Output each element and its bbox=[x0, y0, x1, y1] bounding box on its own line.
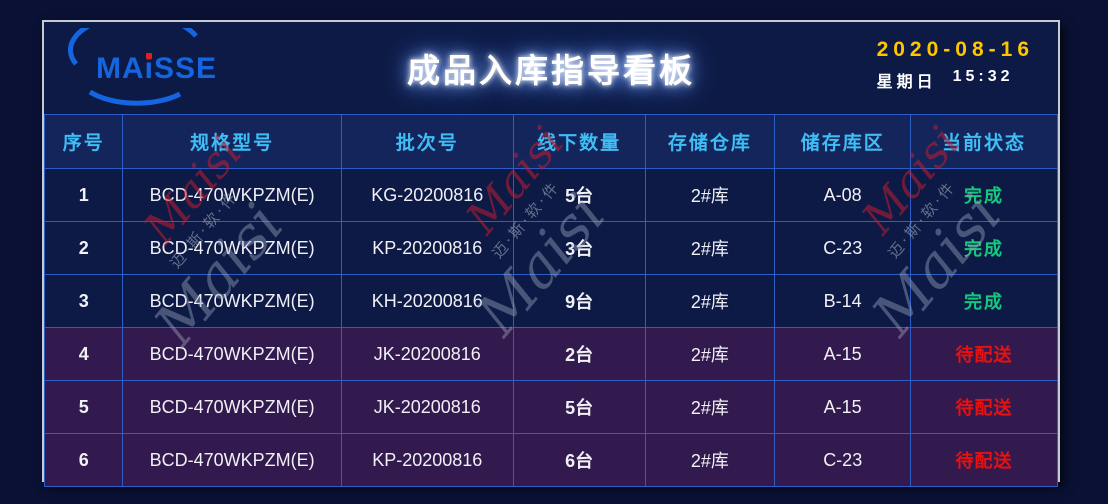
date-subline: 星期日 15:32 bbox=[877, 68, 1034, 92]
table-header-row: 序号 规格型号 批次号 线下数量 存储仓库 储存库区 当前状态 bbox=[43, 114, 1058, 169]
cell-area: B-14 bbox=[774, 274, 912, 328]
cell-area: A-08 bbox=[774, 168, 912, 222]
cell-model: BCD-470WKPZM(E) bbox=[122, 380, 342, 434]
logo-part1: MA bbox=[96, 52, 145, 85]
cell-qty: 2台 bbox=[512, 327, 646, 381]
cell-no: 5 bbox=[43, 380, 124, 434]
cell-batch: KG-20200816 bbox=[340, 168, 514, 222]
table-row: 3 BCD-470WKPZM(E) KH-20200816 9台 2#库 B-14 完成 bbox=[43, 274, 1058, 328]
cell-warehouse: 2#库 bbox=[644, 168, 776, 222]
cell-status: 待配送 bbox=[910, 380, 1058, 434]
table-row: 2 BCD-470WKPZM(E) KP-20200816 3台 2#库 C-23 完成 bbox=[43, 221, 1058, 275]
logo-part-i: i bbox=[144, 52, 154, 85]
cell-status: 待配送 bbox=[910, 327, 1058, 381]
cell-no: 4 bbox=[43, 327, 124, 381]
cell-batch: JK-20200816 bbox=[340, 327, 514, 381]
table-row: 4 BCD-470WKPZM(E) JK-20200816 2台 2#库 A-15 待配送 bbox=[43, 327, 1058, 381]
cell-no: 3 bbox=[43, 274, 124, 328]
cell-status: 完成 bbox=[910, 168, 1058, 222]
cell-no: 6 bbox=[43, 433, 124, 487]
logo-arcs bbox=[68, 28, 198, 106]
dashboard-panel: MAiSSE 成品入库指导看板 2020-08-16 星期日 15:32 序号规… bbox=[42, 20, 1060, 487]
datetime-display: 2020-08-16 星期日 15:32 bbox=[877, 38, 1034, 92]
cell-batch: KH-20200816 bbox=[340, 274, 514, 328]
cell-no: 1 bbox=[43, 168, 124, 222]
cell-warehouse: 2#库 bbox=[644, 433, 776, 487]
cell-status: 完成 bbox=[910, 274, 1058, 328]
page-title: 成品入库指导看板 bbox=[407, 52, 695, 89]
column-header-3: 线下数量 bbox=[512, 114, 646, 169]
inbound-table: 序号 规格型号 批次号 线下数量 存储仓库 储存库区 当前状态 1 BCD-470WKPZM(… bbox=[43, 114, 1058, 487]
brand-logo: MAiSSE bbox=[68, 28, 248, 108]
cell-area: A-15 bbox=[774, 380, 912, 434]
cell-area: C-23 bbox=[774, 433, 912, 487]
table-row: 1 BCD-470WKPZM(E) KG-20200816 5台 2#库 A-08 完成 bbox=[43, 168, 1058, 222]
column-header-0: 序号 bbox=[43, 114, 124, 169]
table-row: 6 BCD-470WKPZM(E) KP-20200816 6台 2#库 C-23 待配送 bbox=[43, 433, 1058, 487]
cell-model: BCD-470WKPZM(E) bbox=[122, 433, 342, 487]
cell-warehouse: 2#库 bbox=[644, 274, 776, 328]
cell-batch: KP-20200816 bbox=[340, 221, 514, 275]
logo-text: MAiSSE bbox=[96, 52, 217, 86]
cell-area: C-23 bbox=[774, 221, 912, 275]
cell-model: BCD-470WKPZM(E) bbox=[122, 221, 342, 275]
column-header-1: 规格型号 bbox=[122, 114, 342, 169]
column-header-6: 当前状态 bbox=[910, 114, 1058, 169]
cell-qty: 5台 bbox=[512, 168, 646, 222]
cell-model: BCD-470WKPZM(E) bbox=[122, 168, 342, 222]
cell-warehouse: 2#库 bbox=[644, 221, 776, 275]
table-head: 序号 规格型号 批次号 线下数量 存储仓库 储存库区 当前状态 bbox=[43, 114, 1058, 169]
cell-model: BCD-470WKPZM(E) bbox=[122, 274, 342, 328]
logo-part3: SSE bbox=[154, 52, 218, 85]
cell-batch: KP-20200816 bbox=[340, 433, 514, 487]
cell-qty: 3台 bbox=[512, 221, 646, 275]
column-header-5: 储存库区 bbox=[774, 114, 912, 169]
column-header-2: 批次号 bbox=[340, 114, 514, 169]
cell-model: BCD-470WKPZM(E) bbox=[122, 327, 342, 381]
time-text: 15:32 bbox=[952, 68, 1014, 85]
header-bar: MAiSSE 成品入库指导看板 2020-08-16 星期日 15:32 bbox=[44, 22, 1058, 114]
table-row: 5 BCD-470WKPZM(E) JK-20200816 5台 2#库 A-15 待配送 bbox=[43, 380, 1058, 434]
cell-qty: 9台 bbox=[512, 274, 646, 328]
cell-warehouse: 2#库 bbox=[644, 380, 776, 434]
cell-qty: 5台 bbox=[512, 380, 646, 434]
cell-status: 完成 bbox=[910, 221, 1058, 275]
date-text: 2020-08-16 bbox=[876, 38, 1034, 61]
table-body: 1 BCD-470WKPZM(E) KG-20200816 5台 2#库 A-08 完成 2 B… bbox=[43, 168, 1058, 487]
column-header-4: 存储仓库 bbox=[644, 114, 776, 169]
weekday-text: 星期日 bbox=[876, 74, 937, 91]
cell-batch: JK-20200816 bbox=[340, 380, 514, 434]
cell-area: A-15 bbox=[774, 327, 912, 381]
cell-status: 待配送 bbox=[910, 433, 1058, 487]
cell-no: 2 bbox=[43, 221, 124, 275]
cell-warehouse: 2#库 bbox=[644, 327, 776, 381]
cell-qty: 6台 bbox=[512, 433, 646, 487]
